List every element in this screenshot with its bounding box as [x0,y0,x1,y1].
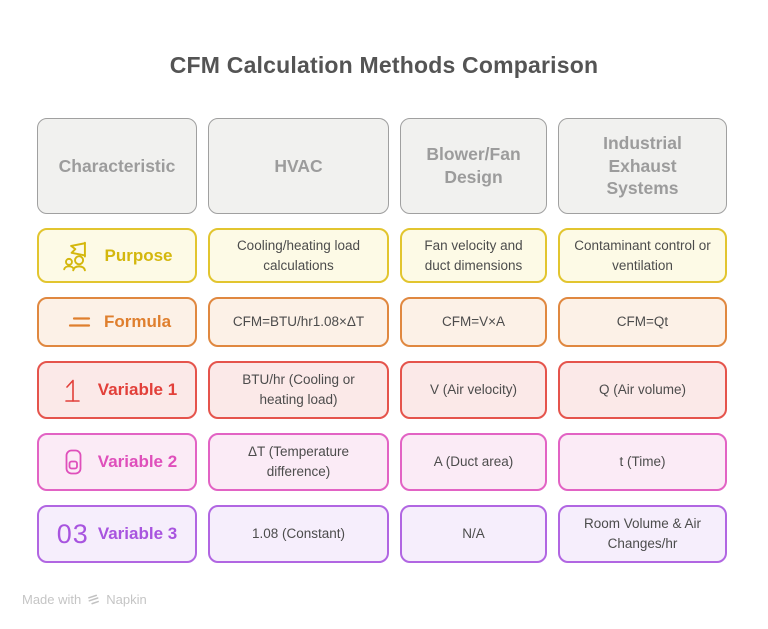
cell-formula-exhaust: CFM=Qt [558,297,727,347]
goal-flag-people-icon [61,239,95,273]
cell-formula-blower: CFM=V×A [400,297,547,347]
cell-variable3-exhaust: Room Volume & Air Changes/hr [558,505,727,563]
row-label-text: Variable 1 [97,380,178,399]
row-label-text: Purpose [104,245,173,265]
cell-purpose-exhaust: Contaminant control or ventilation [558,228,727,283]
cell-variable3-hvac: 1.08 (Constant) [208,505,389,563]
cell-variable2-hvac: ΔT (Temperature difference) [208,433,389,491]
row-label-variable-2: Variable 2 [37,433,197,491]
watermark-made-with-text: Made with [22,592,82,607]
cell-purpose-blower: Fan velocity and duct dimensions [400,228,547,283]
row-label-text: Formula [103,312,172,331]
cell-variable1-blower: V (Air velocity) [400,361,547,419]
rounded-card-icon [57,446,89,478]
cell-variable2-blower: A (Duct area) [400,433,547,491]
watermark-brand-text: Napkin [106,592,147,607]
row-label-variable-1: Variable 1 [37,361,197,419]
header-industrial-exhaust-systems: Industrial Exhaust Systems [558,118,727,214]
equals-lines-icon [63,306,95,338]
header-characteristic: Characteristic [37,118,197,214]
header-hvac: HVAC [208,118,389,214]
cell-variable3-blower: N/A [400,505,547,563]
row-label-purpose: Purpose [37,228,197,283]
header-blower-fan-design: Blower/Fan Design [400,118,547,214]
watermark: Made with Napkin [22,592,147,607]
row-label-formula: Formula [37,297,197,347]
napkin-logo-icon [88,594,100,605]
row-label-variable-3: 03 Variable 3 [37,505,197,563]
cell-variable1-hvac: BTU/hr (Cooling or heating load) [208,361,389,419]
row-label-text: Variable 3 [97,524,178,543]
cell-formula-hvac: CFM=BTU/hr1.08×ΔT [208,297,389,347]
page-title: CFM Calculation Methods Comparison [169,52,599,78]
numeral-1-icon [57,374,89,406]
row-label-text: Variable 2 [97,452,178,471]
comparison-table: Characteristic HVAC Blower/Fan Design In… [37,118,727,563]
cell-variable2-exhaust: t (Time) [558,433,727,491]
cell-purpose-hvac: Cooling/heating load calculations [208,228,389,283]
number-03-icon: 03 [56,518,89,549]
cell-variable1-exhaust: Q (Air volume) [558,361,727,419]
